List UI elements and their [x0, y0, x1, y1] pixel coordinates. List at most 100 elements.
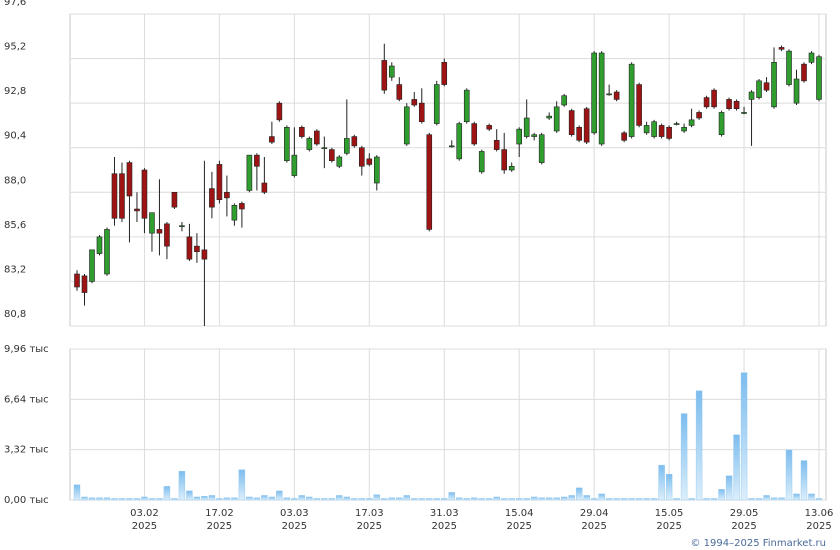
volume-bar [276, 490, 283, 501]
volume-bar [411, 498, 418, 501]
candle-body [643, 125, 650, 134]
candle-body [471, 123, 478, 145]
candle-body [583, 108, 590, 143]
volume-bar [568, 495, 575, 501]
candle-body [81, 275, 88, 293]
x-tick-year: 2025 [282, 521, 307, 532]
candle-body [553, 106, 560, 132]
x-tick-year: 2025 [731, 521, 756, 532]
volume-bar [111, 498, 118, 501]
candle-body [194, 245, 200, 253]
candle-body [576, 126, 582, 141]
x-tick-year: 2025 [132, 521, 157, 532]
volume-bar [733, 434, 740, 501]
price-panel [69, 13, 827, 327]
x-tick-label: 29.05 [730, 508, 759, 519]
volume-bar [583, 495, 590, 501]
y2-tick-label: 9,96 тыс [4, 344, 49, 355]
candle-body [658, 125, 665, 137]
volume-bar [605, 498, 613, 501]
footer: © 1994–2025 Finmarket.ru [690, 538, 826, 549]
volume-bar [373, 494, 380, 501]
candle-body [411, 99, 418, 106]
candle-body [763, 82, 770, 91]
volume-bar [261, 495, 268, 501]
y-tick-label: 92,8 [4, 86, 26, 97]
candle-body [269, 136, 275, 143]
candle-body [156, 229, 163, 234]
volume-bar [673, 498, 680, 501]
candle-body [134, 208, 140, 212]
x-tick-label: 31.03 [430, 508, 459, 519]
volume-bar [223, 497, 231, 501]
y2-tick-label: 6,64 тыс [4, 394, 49, 405]
candle-body [741, 112, 747, 114]
y2-tick-label: 0,00 тыс [4, 495, 49, 506]
volume-bar [291, 498, 298, 501]
candle-body [703, 97, 710, 108]
volume-bar [96, 497, 103, 501]
volume-bar [126, 498, 133, 501]
candle-body [119, 173, 125, 219]
x-tick-label: 03.03 [280, 508, 309, 519]
candle-body [306, 138, 313, 150]
volume-bar [156, 498, 163, 501]
volume-bar [545, 497, 553, 501]
candle-body [568, 110, 575, 136]
volume-bar [680, 413, 688, 501]
volume-bar [321, 498, 328, 501]
candle-body [628, 63, 635, 137]
candle-body [164, 223, 170, 247]
candle-body [591, 52, 597, 134]
volume-bar [590, 498, 598, 501]
volume-bar [351, 498, 358, 501]
candle-body [403, 106, 410, 145]
candle-body [778, 47, 785, 50]
volume-bar [598, 493, 605, 501]
candle-body [711, 89, 717, 108]
candle-body [531, 134, 537, 137]
candle-body [209, 188, 215, 208]
volume-bar [388, 497, 395, 501]
candle-body [329, 149, 335, 162]
volume-bar [703, 498, 710, 501]
candle-body [463, 89, 470, 123]
candle-body [216, 164, 223, 201]
x-tick-year: 2025 [806, 521, 831, 532]
x-tick-label: 29.04 [580, 508, 609, 519]
x-tick-label: 03.02 [130, 508, 159, 519]
volume-bar [141, 496, 148, 501]
candle-body [666, 126, 672, 139]
candle-body [538, 134, 545, 163]
volume-bar [253, 497, 261, 501]
volume-bar [620, 498, 628, 501]
candle-body [673, 123, 680, 125]
candle-body [733, 100, 740, 110]
candle-body [366, 158, 373, 165]
candle-body [598, 52, 605, 145]
candle-body [291, 154, 298, 176]
volume-bar [808, 493, 815, 501]
candle-body [141, 169, 148, 219]
y-tick-label: 80,8 [4, 309, 26, 320]
candle-body [726, 99, 732, 110]
volume-bar [193, 496, 201, 501]
volume-bar [88, 497, 96, 501]
candle-body [433, 84, 440, 124]
volume-bar [216, 498, 223, 501]
candle-body [523, 117, 530, 137]
candle-body [613, 91, 620, 100]
volume-bar [418, 498, 425, 501]
candle-body [493, 139, 500, 150]
volume-bar [770, 497, 778, 501]
volume-bar [748, 498, 755, 501]
candle-body [478, 151, 485, 173]
candle-body [351, 136, 358, 147]
volume-bar [246, 496, 253, 501]
volume-bar [208, 495, 216, 501]
volume-bar [718, 489, 725, 501]
candle-body [186, 236, 193, 260]
candle-body [801, 63, 807, 82]
candle-body [426, 134, 433, 230]
